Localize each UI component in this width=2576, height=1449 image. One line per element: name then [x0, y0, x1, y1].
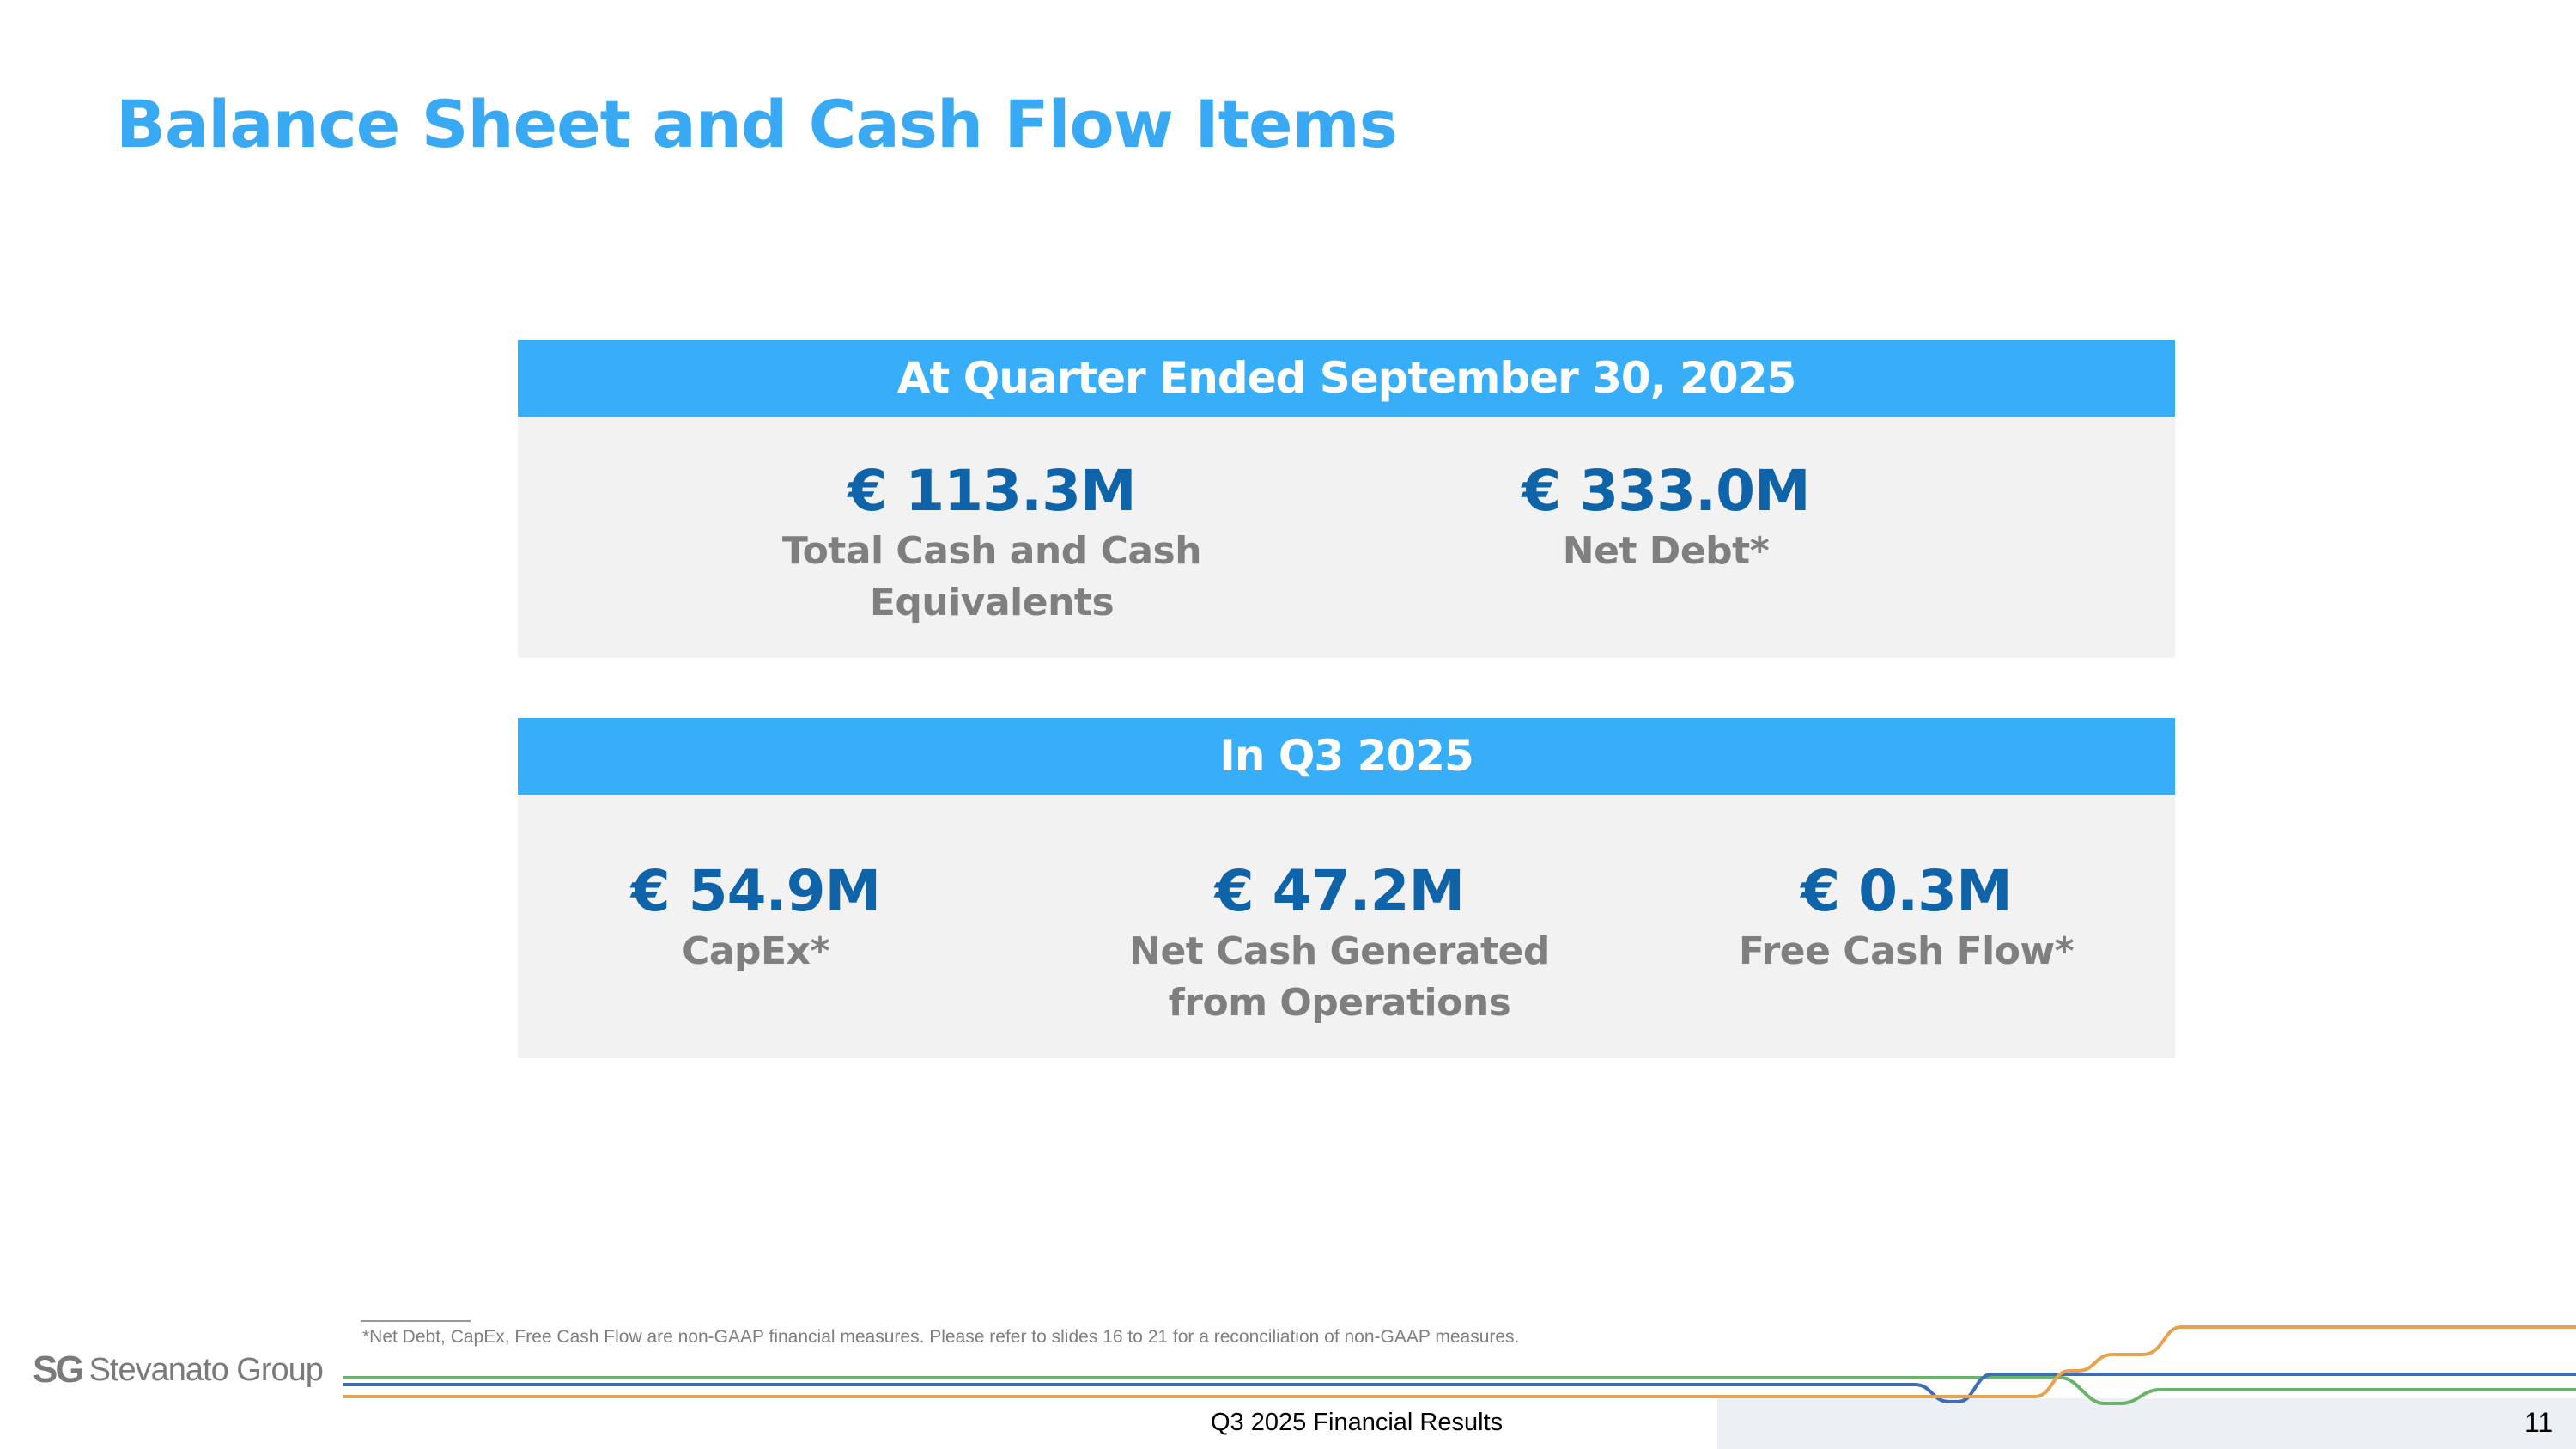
metric-value: € 47.2M [1214, 858, 1465, 924]
panel-header: In Q3 2025 [518, 718, 2175, 795]
page-title: Balance Sheet and Cash Flow Items [116, 86, 1398, 162]
metric-label: Free Cash Flow* [1738, 929, 2075, 973]
metric-label: from Operations [1168, 981, 1511, 1025]
logo-text: Stevanato Group [88, 1351, 324, 1388]
metric-net-debt: € 333.0M Net Debt* [1408, 457, 1923, 577]
footnote-divider [361, 1320, 471, 1322]
quarter-end-panel: At Quarter Ended September 30, 2025 € 11… [518, 340, 2175, 658]
metric-free-cash-flow: € 0.3M Free Cash Flow* [1649, 857, 2164, 977]
footer-title: Q3 2025 Financial Results [1211, 1409, 1504, 1436]
panel-header: At Quarter Ended September 30, 2025 [518, 340, 2175, 417]
footer-decorative-lines [343, 1325, 2576, 1449]
blue-line [343, 1373, 2576, 1403]
metric-capex: € 54.9M CapEx* [498, 857, 1013, 977]
metric-label: Total Cash and Cash [781, 529, 1202, 573]
metric-value: € 54.9M [630, 858, 881, 924]
metric-total-cash: € 113.3M Total Cash and Cash Equivalents [734, 457, 1249, 629]
metric-label: CapEx* [682, 929, 829, 973]
stevanato-logo: SG Stevanato Group [33, 1349, 324, 1391]
metric-value: € 333.0M [1522, 458, 1810, 524]
green-line [343, 1376, 2576, 1405]
metric-value: € 0.3M [1801, 858, 2013, 924]
footnote: *Net Debt, CapEx, Free Cash Flow are non… [362, 1327, 1520, 1347]
metric-label: Net Cash Generated [1129, 929, 1550, 973]
footer-image-band [1717, 1398, 2576, 1449]
page-number: 11 [2524, 1407, 2554, 1438]
q3-panel: In Q3 2025 € 54.9M CapEx* € 47.2M Net Ca… [518, 718, 2175, 1058]
metric-label: Net Debt* [1562, 529, 1770, 573]
orange-line [343, 1325, 2576, 1398]
metric-label: Equivalents [869, 581, 1115, 624]
metric-net-cash-operations: € 47.2M Net Cash Generated from Operatio… [1082, 857, 1597, 1029]
metric-value: € 113.3M [848, 458, 1136, 524]
logo-mark: SG [33, 1349, 85, 1391]
